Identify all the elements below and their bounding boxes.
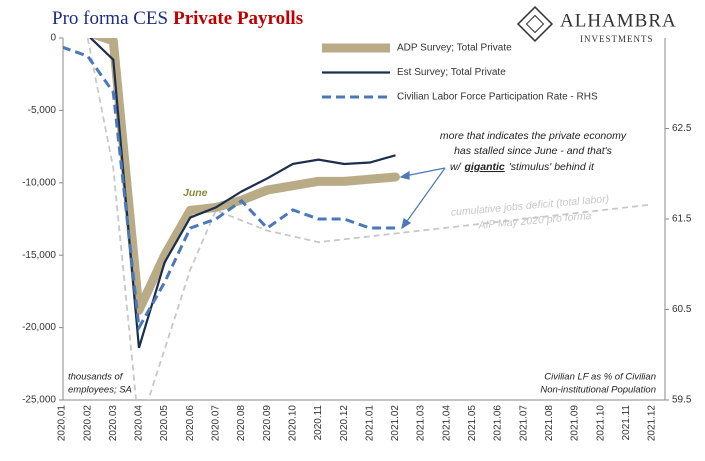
arrow-head xyxy=(399,170,410,180)
annotation: June xyxy=(183,187,208,199)
arrow-head xyxy=(401,218,412,230)
annotation-part: 'stimulus' behind it xyxy=(509,161,595,173)
series-line xyxy=(63,38,400,315)
arrows xyxy=(399,167,446,230)
x-tick-label: 2020.06 xyxy=(185,405,196,442)
y2-tick-label: 61.5 xyxy=(672,214,692,225)
logo: ALHAMBRA INVESTMENTS xyxy=(516,5,677,44)
x-tick-label: 2020.04 xyxy=(134,405,145,442)
annotation-part: gigantic xyxy=(464,161,505,173)
logo-text: ALHAMBRA xyxy=(560,10,677,31)
axis-note: employees; SA xyxy=(68,385,132,396)
x-tick-label: 2021.07 xyxy=(518,405,529,442)
legend-label: ADP Survey; Total Private xyxy=(397,43,512,54)
x-tick-label: 2020.05 xyxy=(159,405,170,442)
y-tick-label: -10,000 xyxy=(22,177,56,188)
x-tick-label: 2020.03 xyxy=(108,405,119,442)
x-tick-label: 2021.09 xyxy=(570,405,581,442)
legend-label: Civilian Labor Force Participation Rate … xyxy=(397,92,598,103)
arrow xyxy=(404,167,446,177)
x-tick-label: 2020.11 xyxy=(313,405,324,441)
annotation: has stalled since June - and that's xyxy=(454,145,613,157)
axis-note: Non-institutional Population xyxy=(540,385,656,396)
y-tick-label: -15,000 xyxy=(22,250,56,261)
title-part: Private Payrolls xyxy=(173,8,303,29)
x-tick-label: 2021.01 xyxy=(364,405,375,442)
series-line xyxy=(86,38,653,400)
logo-mark xyxy=(525,14,545,34)
y2-tick-label: 62.5 xyxy=(672,123,692,134)
y-tick-label: -20,000 xyxy=(22,322,56,333)
axis-note: Civilian LF as % of Civilian xyxy=(544,372,656,383)
chart-title: Pro forma CES Private Payrolls xyxy=(52,8,303,29)
x-tick-label: 2021.05 xyxy=(467,405,478,442)
y2-tick-label: 60.5 xyxy=(672,304,692,315)
x-tick-label: 2020.01 xyxy=(57,405,68,442)
x-tick-label: 2021.10 xyxy=(595,405,606,442)
series-line xyxy=(89,38,396,349)
logo-mark xyxy=(516,5,554,43)
annotation: w/gigantic 'stimulus' behind it xyxy=(450,161,595,173)
x-tick-label: 2020.08 xyxy=(236,405,247,442)
y-tick-label: 0 xyxy=(50,33,56,44)
x-tick-label: 2021.08 xyxy=(544,405,555,442)
x-tick-label: 2020.10 xyxy=(287,405,298,442)
y-tick-label: -25,000 xyxy=(22,395,56,406)
x-tick-label: 2021.11 xyxy=(621,405,632,441)
x-tick-label: 2020.09 xyxy=(262,405,273,442)
x-tick-label: 2020.12 xyxy=(339,405,350,442)
logo-subtext: INVESTMENTS xyxy=(580,34,654,44)
axis-note: thousands of xyxy=(68,372,124,383)
x-tick-label: 2020.02 xyxy=(82,405,93,442)
y-tick-label: -5,000 xyxy=(28,105,57,116)
arrow xyxy=(404,167,446,225)
series-line xyxy=(63,45,396,333)
x-tick-label: 2021.06 xyxy=(493,405,504,442)
x-tick-label: 2021.02 xyxy=(390,405,401,442)
y2-tick-label: 59.5 xyxy=(672,395,692,406)
x-tick-label: 2021.12 xyxy=(647,405,658,442)
title-part: Pro forma CES xyxy=(52,8,168,29)
x-tick-label: 2020.07 xyxy=(211,405,222,442)
annotation: more that indicates the private economy xyxy=(440,130,627,142)
plot-area xyxy=(63,38,653,400)
annotation-part: w/ xyxy=(450,161,462,173)
x-tick-label: 2021.03 xyxy=(416,405,427,442)
x-tick-label: 2021.04 xyxy=(441,405,452,442)
legend-label: Est Survey; Total Private xyxy=(397,67,506,78)
